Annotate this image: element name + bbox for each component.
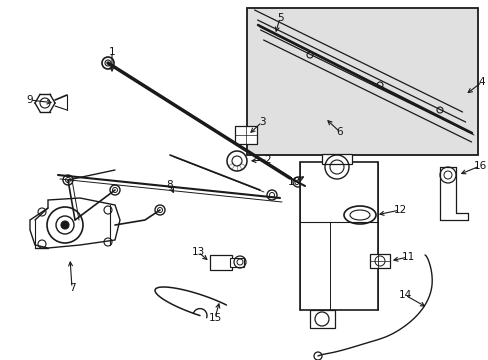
Text: 10: 10 [287, 177, 300, 187]
Polygon shape [30, 198, 120, 248]
Bar [246, 8, 477, 155]
Text: 16: 16 [472, 161, 486, 171]
Text: 3: 3 [258, 117, 265, 127]
Text: 6: 6 [336, 127, 343, 137]
Text: 13: 13 [191, 247, 204, 257]
Text: 12: 12 [392, 205, 406, 215]
Text: 11: 11 [401, 252, 414, 262]
Bar [369, 254, 389, 268]
Text: 15: 15 [208, 313, 221, 323]
Ellipse shape [349, 210, 369, 220]
Text: 5: 5 [276, 13, 283, 23]
Bar [229, 258, 244, 267]
Ellipse shape [343, 206, 375, 224]
Bar [321, 154, 351, 164]
Bar [235, 126, 257, 144]
Text: 4: 4 [478, 77, 484, 87]
Circle shape [61, 221, 69, 229]
Text: 1: 1 [108, 47, 115, 57]
Bar [299, 162, 377, 310]
Text: 7: 7 [68, 283, 75, 293]
Text: 9: 9 [27, 95, 33, 105]
Text: 8: 8 [166, 180, 173, 190]
Text: 2: 2 [264, 155, 271, 165]
Text: 14: 14 [398, 290, 411, 300]
Bar [309, 310, 334, 328]
Bar [209, 255, 231, 270]
